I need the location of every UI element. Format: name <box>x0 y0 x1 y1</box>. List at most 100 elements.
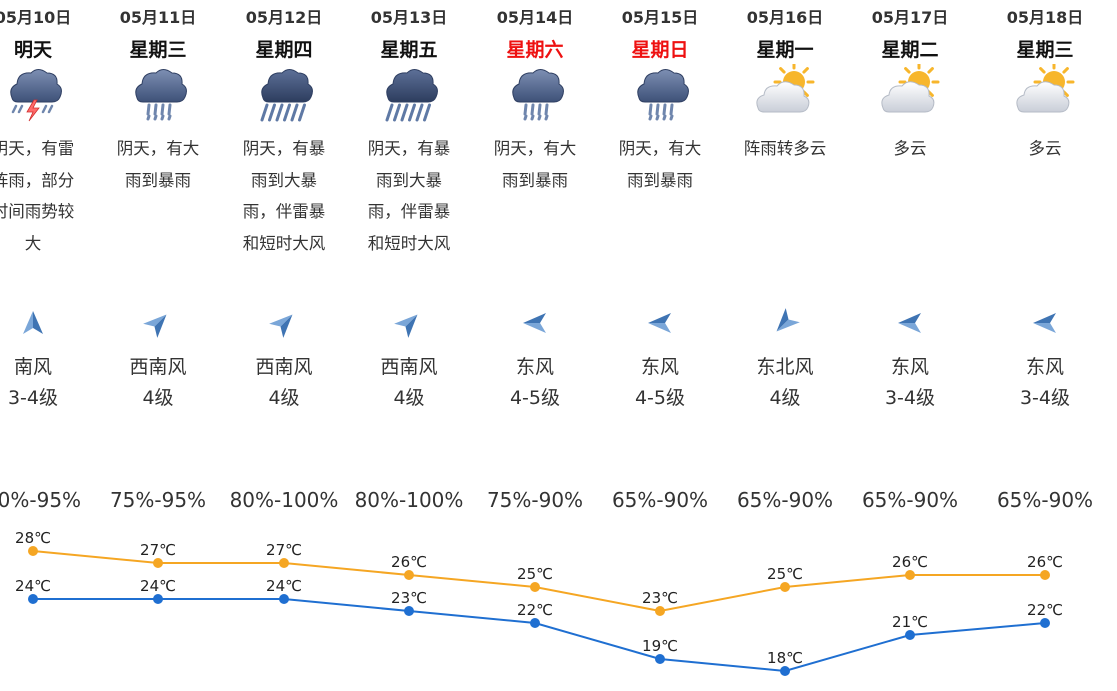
day-column: 05月10日 明天 阴天，有雷阵雨，部分时间雨势较大 南风 3-4级 70%-9… <box>0 0 96 520</box>
torrential-rain-icon <box>378 64 440 122</box>
humidity-range: 70%-95% <box>0 488 82 512</box>
day-date: 05月16日 <box>746 8 824 27</box>
low-temp-label: 22℃ <box>1027 601 1063 619</box>
heavy-rain-icon <box>127 64 189 122</box>
weather-description: 阴天，有暴雨到大暴雨，伴雷暴和短时大风 <box>242 139 326 253</box>
wind-level: 4级 <box>268 387 300 409</box>
day-weekday: 星期四 <box>255 39 313 61</box>
thunder-rain-icon <box>2 64 64 122</box>
humidity-range: 75%-90% <box>486 488 584 512</box>
day-column: 05月17日 星期二 多云 东风 3-4级 65%-90% <box>848 0 973 520</box>
low-temp-point <box>780 666 790 676</box>
wind-direction-arrow-west-icon <box>894 307 926 339</box>
low-temp-point <box>404 606 414 616</box>
day-date: 05月15日 <box>621 8 699 27</box>
high-temp-label: 27℃ <box>266 541 302 559</box>
temperature-chart: 28℃ 27℃ 27℃ 26℃ 25℃ 23℃ 25℃ 26℃ 26℃ 24℃ 24℃ 24℃ 23℃ 2… <box>15 529 1063 676</box>
weather-description: 阴天，有大雨到暴雨 <box>493 139 577 190</box>
wind-level: 4-5级 <box>509 387 561 409</box>
weather-description: 多云 <box>1028 139 1062 158</box>
low-temp-label: 24℃ <box>15 577 51 595</box>
day-weekday: 星期二 <box>881 39 939 61</box>
high-temp-point <box>905 570 915 580</box>
wind-direction: 东风 <box>890 356 929 378</box>
wind-direction: 南风 <box>13 356 52 378</box>
day-weekday: 星期五 <box>380 39 438 61</box>
low-temp-label: 24℃ <box>140 577 176 595</box>
day-date: 05月11日 <box>119 8 197 27</box>
wind-direction: 东风 <box>1025 356 1064 378</box>
high-temp-label: 26℃ <box>1027 553 1063 571</box>
low-temp-point <box>655 654 665 664</box>
low-temp-label: 24℃ <box>266 577 302 595</box>
high-temp-point <box>780 582 790 592</box>
partly-cloudy-icon <box>1014 61 1076 122</box>
low-temp-label: 21℃ <box>892 613 928 631</box>
day-weekday: 星期三 <box>1016 39 1074 61</box>
partly-cloudy-icon <box>754 61 816 122</box>
day-weekday: 明天 <box>13 39 52 61</box>
low-temp-label: 19℃ <box>642 637 678 655</box>
wind-direction: 西南风 <box>129 356 187 378</box>
high-temp-label: 25℃ <box>767 565 803 583</box>
wind-direction-arrow-west-icon <box>644 307 676 339</box>
wind-direction-arrow-northeast-icon <box>142 307 174 339</box>
wind-level: 3-4级 <box>884 387 936 409</box>
wind-level: 3-4级 <box>7 387 59 409</box>
day-column: 05月13日 星期五 阴天，有暴雨到大暴雨，伴雷暴和短时大风 西南风 4级 80… <box>347 0 472 520</box>
day-column: 05月15日 星期日 阴天，有大雨到暴雨 东风 4-5级 65%-90% <box>598 0 723 520</box>
heavy-rain-icon <box>629 64 691 122</box>
weather-description: 阴天，有大雨到暴雨 <box>116 139 200 190</box>
low-temp-point <box>153 594 163 604</box>
day-date: 05月13日 <box>370 8 448 27</box>
wind-direction-arrow-northeast-icon <box>268 307 300 339</box>
day-date: 05月17日 <box>871 8 949 27</box>
humidity-range: 65%-90% <box>611 488 709 512</box>
day-weekday: 星期日 <box>631 39 689 61</box>
wind-direction-arrow-up-icon <box>17 307 49 339</box>
day-weekday: 星期六 <box>506 39 564 61</box>
low-temp-point <box>28 594 38 604</box>
wind-level: 4-5级 <box>634 387 686 409</box>
wind-direction: 东风 <box>515 356 554 378</box>
high-temp-point <box>404 570 414 580</box>
wind-direction-arrow-west-icon <box>1029 307 1061 339</box>
wind-level: 4级 <box>769 387 801 409</box>
wind-direction-arrow-southwest-icon <box>769 307 801 339</box>
high-temp-label: 27℃ <box>140 541 176 559</box>
day-date: 05月10日 <box>0 8 72 27</box>
humidity-range: 75%-95% <box>109 488 207 512</box>
day-column: 05月14日 星期六 阴天，有大雨到暴雨 东风 4-5级 75%-90% <box>473 0 598 520</box>
high-temp-label: 26℃ <box>391 553 427 571</box>
high-temp-label: 23℃ <box>642 589 678 607</box>
torrential-rain-icon <box>253 64 315 122</box>
wind-direction: 西南风 <box>255 356 313 378</box>
weather-description: 阴天，有暴雨到大暴雨，伴雷暴和短时大风 <box>367 139 451 253</box>
high-temp-point <box>153 558 163 568</box>
low-temp-label: 22℃ <box>517 601 553 619</box>
wind-direction-arrow-northeast-icon <box>393 307 425 339</box>
high-temp-point <box>279 558 289 568</box>
humidity-range: 80%-100% <box>354 488 464 512</box>
day-column: 05月18日 星期三 多云 东风 3-4级 65%-90% <box>983 0 1108 520</box>
wind-level: 4级 <box>393 387 425 409</box>
humidity-range: 65%-90% <box>996 488 1094 512</box>
day-column: 05月11日 星期三 阴天，有大雨到暴雨 西南风 4级 75%-95% <box>96 0 221 520</box>
wind-direction: 东风 <box>640 356 679 378</box>
day-column: 05月16日 星期一 阵雨转多云 东北风 4级 65%-90% <box>723 0 848 520</box>
wind-level: 4级 <box>142 387 174 409</box>
heavy-rain-icon <box>504 64 566 122</box>
humidity-range: 65%-90% <box>861 488 959 512</box>
low-temp-point <box>279 594 289 604</box>
high-temp-point <box>1040 570 1050 580</box>
weather-description: 阵雨转多云 <box>743 139 827 158</box>
high-temp-point <box>530 582 540 592</box>
wind-level: 3-4级 <box>1019 387 1071 409</box>
weather-description: 阴天，有雷阵雨，部分时间雨势较大 <box>0 139 75 253</box>
day-weekday: 星期三 <box>129 39 187 61</box>
day-date: 05月18日 <box>1006 8 1084 27</box>
weather-description: 阴天，有大雨到暴雨 <box>618 139 702 190</box>
day-date: 05月12日 <box>245 8 323 27</box>
low-temp-point <box>1040 618 1050 628</box>
